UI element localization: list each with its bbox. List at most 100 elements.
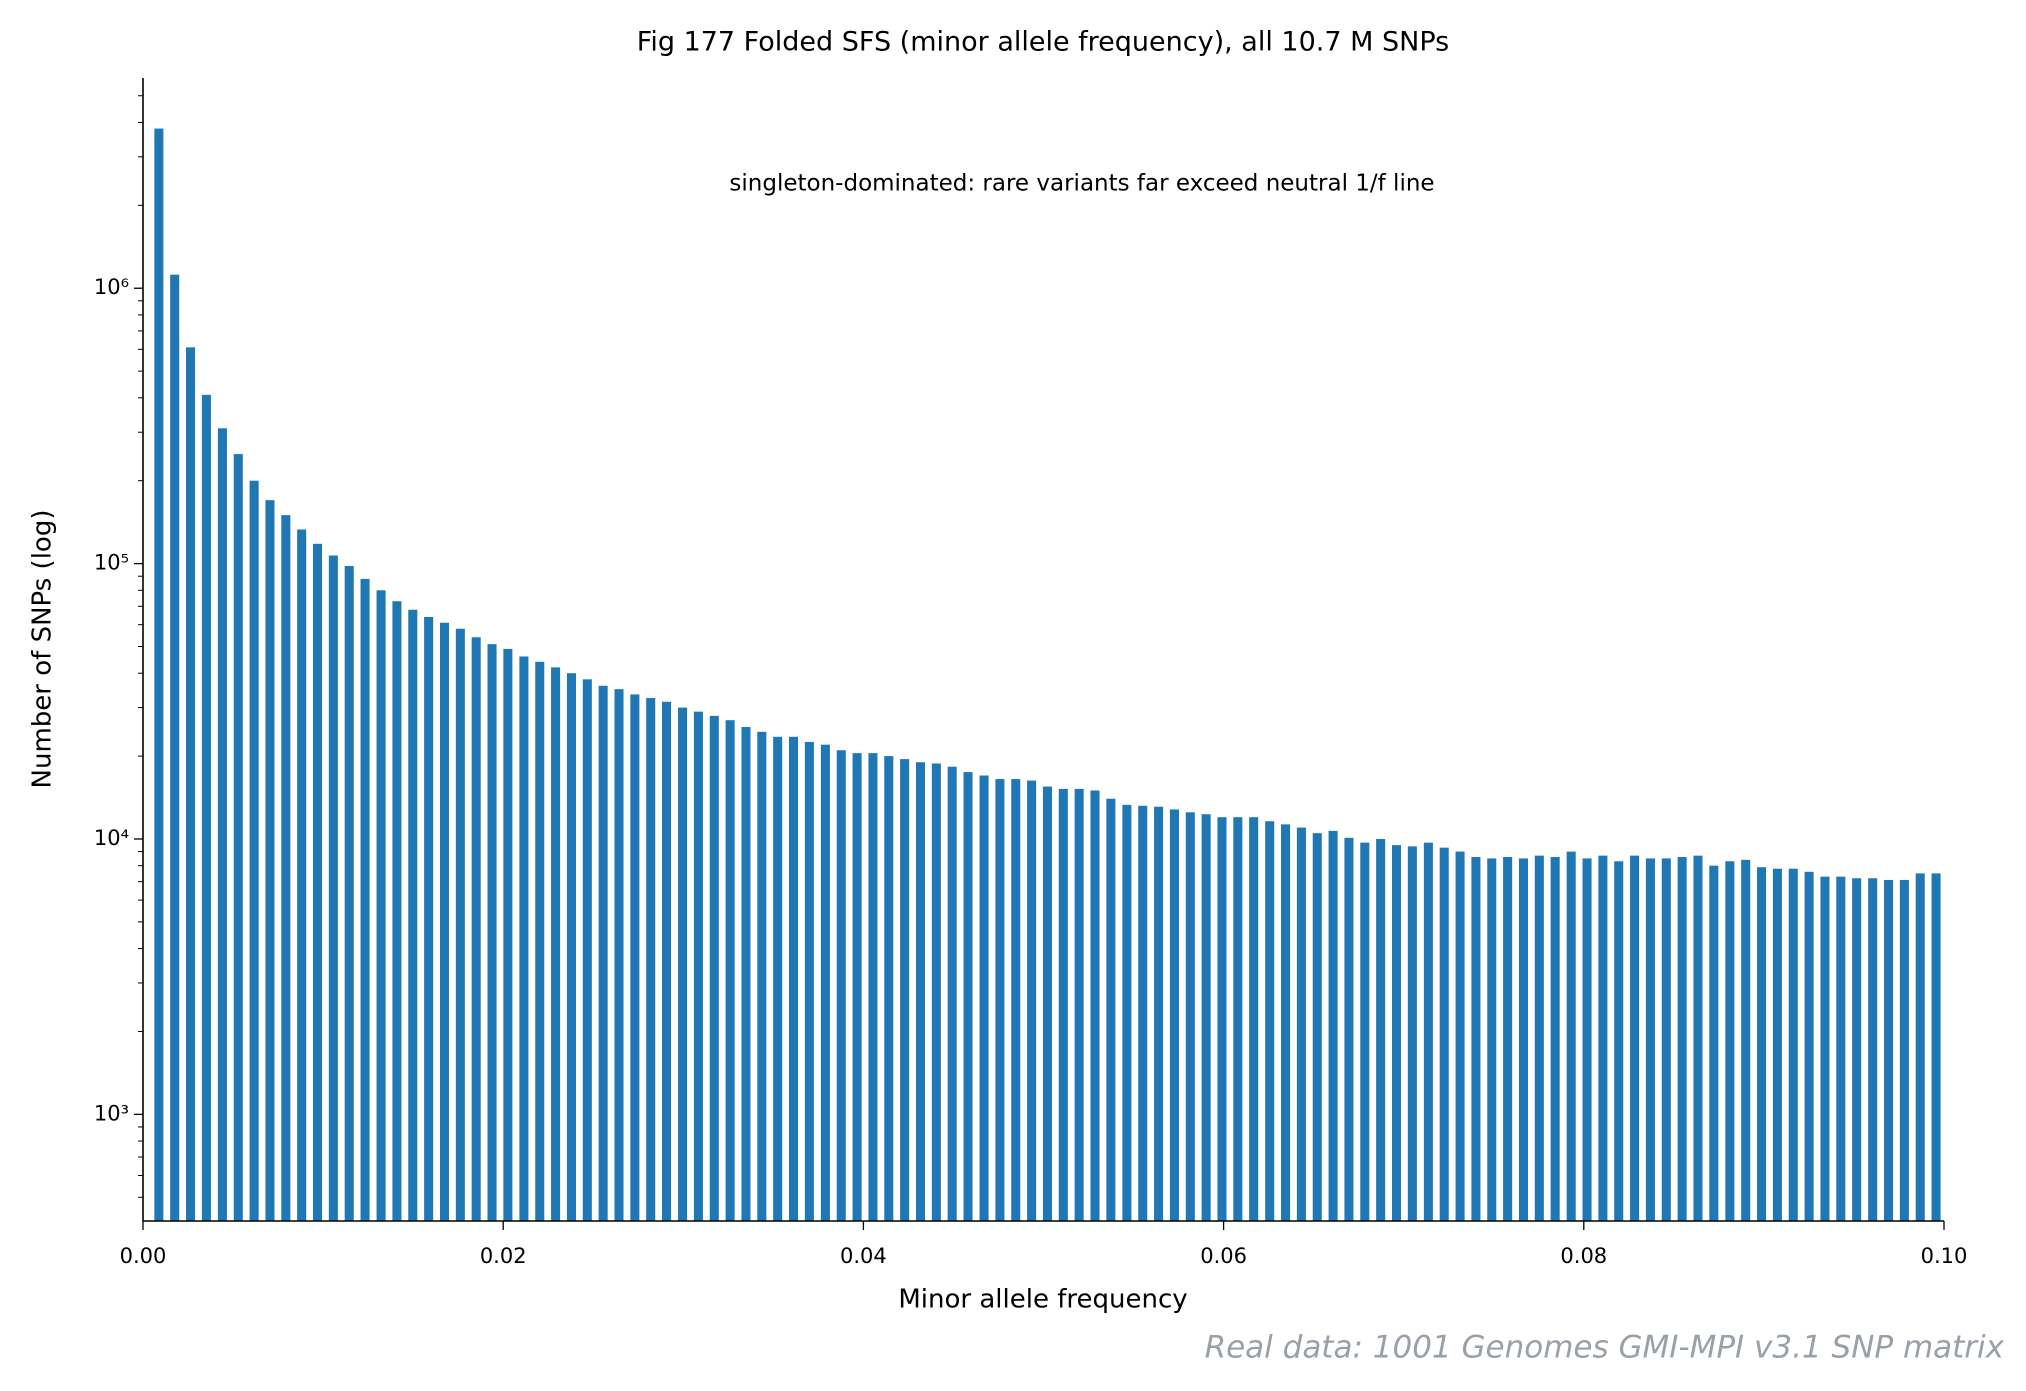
footnote: Real data: 1001 Genomes GMI-MPI v3.1 SNP… — [1205, 1330, 2005, 1366]
bar — [1487, 858, 1497, 1221]
annotation: singleton-dominated: rare variants far e… — [729, 171, 1434, 197]
bar — [1217, 817, 1227, 1221]
bar — [788, 736, 799, 1221]
bar — [1645, 858, 1655, 1221]
bar — [170, 274, 180, 1222]
bar — [312, 543, 323, 1221]
y-tick-label: 10⁵ — [94, 551, 129, 575]
bar — [487, 644, 497, 1221]
x-tick-label: 0.00 — [120, 1244, 167, 1268]
bar — [1614, 861, 1624, 1221]
bar — [455, 628, 465, 1221]
bar — [1042, 786, 1052, 1221]
bar — [1249, 817, 1259, 1221]
bar — [503, 648, 513, 1221]
bar — [995, 779, 1005, 1221]
bar — [376, 590, 386, 1221]
bar — [1836, 876, 1846, 1221]
bar — [1455, 851, 1465, 1221]
bar — [1868, 878, 1878, 1221]
bar — [1772, 868, 1782, 1221]
bar — [1915, 873, 1925, 1221]
bar — [1169, 809, 1179, 1221]
bar — [1265, 821, 1275, 1221]
bar — [1566, 851, 1576, 1221]
bar — [852, 753, 862, 1221]
y-tick-label: 10⁶ — [94, 275, 129, 299]
bar — [1312, 833, 1322, 1221]
bar — [217, 428, 227, 1221]
x-tick-label: 0.04 — [840, 1244, 887, 1268]
y-tick-label: 10⁴ — [94, 826, 129, 850]
bar — [1439, 847, 1449, 1221]
bar — [1709, 865, 1719, 1221]
bar — [1471, 857, 1481, 1221]
bar — [439, 622, 450, 1221]
bar — [1693, 855, 1703, 1221]
bar — [519, 656, 529, 1221]
bar — [1661, 858, 1671, 1221]
bar — [1391, 845, 1402, 1221]
bar — [1154, 806, 1164, 1221]
bar — [1852, 878, 1862, 1221]
bar — [201, 394, 211, 1221]
bar — [297, 529, 307, 1221]
chart-title: Fig 177 Folded SFS (minor allele frequen… — [637, 27, 1449, 58]
bar — [900, 759, 910, 1221]
bar — [1931, 873, 1941, 1221]
bar — [979, 775, 989, 1221]
bar — [1725, 861, 1735, 1221]
bar — [249, 480, 259, 1221]
bar — [931, 763, 941, 1221]
bar — [598, 685, 608, 1221]
bar — [1027, 780, 1037, 1221]
bar — [741, 727, 751, 1221]
bar — [392, 601, 402, 1221]
bar — [424, 616, 434, 1221]
y-axis-label: Number of SNPs (log) — [28, 510, 58, 789]
bar — [757, 731, 767, 1221]
bar — [963, 772, 973, 1221]
bar — [1582, 858, 1592, 1221]
bar — [630, 694, 640, 1221]
bar — [915, 762, 926, 1221]
bar — [662, 701, 672, 1221]
bar — [582, 679, 592, 1221]
bar — [1884, 879, 1894, 1221]
bar — [1899, 879, 1909, 1221]
bar — [360, 578, 370, 1221]
bar — [1804, 871, 1814, 1221]
bar — [1518, 858, 1528, 1221]
bar — [1630, 855, 1640, 1221]
bar — [1741, 859, 1751, 1221]
bar — [1058, 788, 1068, 1221]
x-axis-label: Minor allele frequency — [898, 1285, 1187, 1315]
bar — [709, 715, 719, 1221]
bar — [725, 720, 735, 1221]
y-tick-label: 10³ — [94, 1101, 129, 1125]
bar — [1122, 804, 1132, 1221]
bar — [1138, 805, 1148, 1221]
bar — [804, 742, 814, 1221]
bar — [868, 753, 878, 1221]
bar — [1376, 838, 1386, 1221]
bar — [773, 736, 783, 1221]
bar — [535, 661, 545, 1221]
bar — [154, 128, 164, 1222]
bar — [1550, 857, 1560, 1221]
x-tick-label: 0.02 — [480, 1244, 527, 1268]
bar — [1344, 837, 1354, 1221]
bar — [551, 667, 561, 1221]
bar — [344, 566, 354, 1221]
bar — [1106, 798, 1116, 1221]
x-tick-label: 0.10 — [1921, 1244, 1968, 1268]
bar — [693, 711, 703, 1221]
bar — [1677, 857, 1687, 1221]
bar — [1407, 846, 1417, 1221]
bar — [186, 347, 196, 1221]
bar — [1360, 842, 1370, 1221]
bar — [820, 744, 830, 1221]
bar — [1328, 830, 1338, 1221]
bar — [646, 698, 656, 1221]
